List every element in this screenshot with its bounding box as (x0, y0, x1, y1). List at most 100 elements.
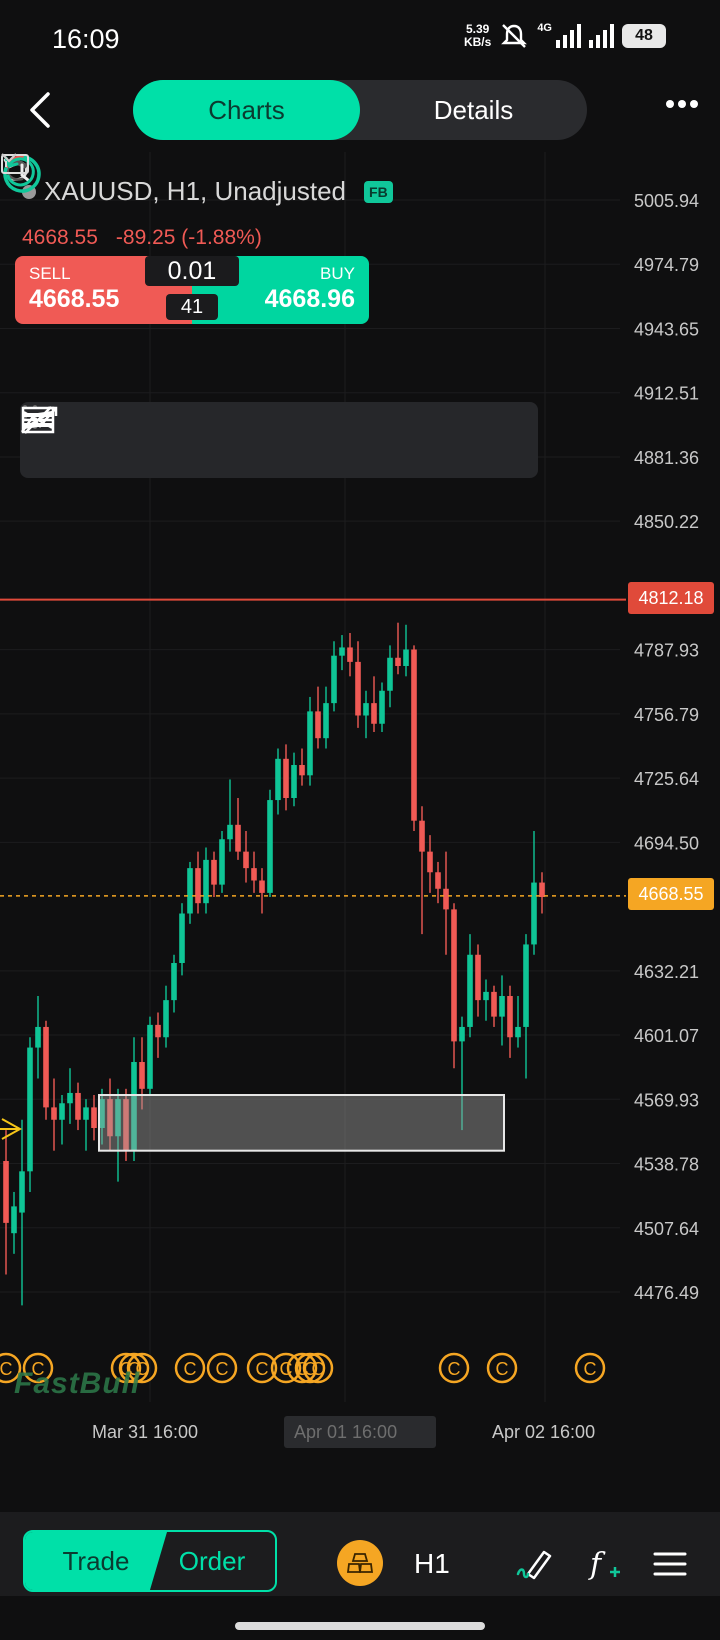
candle-body (523, 944, 529, 1027)
price-axis-label: 4974.79 (634, 255, 699, 275)
event-marker (110, 1352, 142, 1384)
time-label-2: Apr 01 16:00 (294, 1422, 398, 1442)
order-button[interactable]: Order (178, 1545, 246, 1576)
fib-channel-icon[interactable] (22, 407, 438, 460)
drawn-rectangle (98, 1094, 505, 1152)
time-crosshair-pill (284, 1416, 436, 1448)
candle-body (363, 703, 369, 716)
candle-body (339, 647, 345, 656)
price-axis-label: 4476.49 (634, 1283, 699, 1303)
tab-charts[interactable]: Charts (133, 80, 360, 140)
timeframe-selector[interactable]: H1 (414, 1548, 450, 1579)
event-marker (486, 1352, 518, 1384)
candle-body (171, 963, 177, 1001)
rectangle-icon[interactable] (21, 406, 255, 460)
event-marker-label: C (184, 1359, 197, 1379)
sell-price: 4668.55 (29, 285, 120, 313)
event-marker (286, 1352, 318, 1384)
price-axis-label: 4538.78 (634, 1155, 699, 1175)
trade-order-switch: Trade Order (23, 1530, 277, 1592)
event-marker (0, 1352, 22, 1384)
price-change: -89.25 (-1.88%) (115, 226, 262, 249)
event-marker (118, 1352, 150, 1384)
candle-body (67, 1092, 73, 1104)
current-price-tag: 4668.55 (628, 878, 714, 910)
candle-body (403, 649, 409, 667)
event-marker-label: C (312, 1359, 325, 1379)
reset-chart-icon[interactable] (0, 152, 40, 192)
price-axis-label: 4912.51 (634, 384, 699, 404)
candle-body (435, 872, 441, 889)
candle-body (243, 851, 249, 869)
event-marker-label: C (32, 1359, 45, 1379)
candle-body (147, 1024, 153, 1089)
event-marker-label: C (216, 1359, 229, 1379)
status-bar: 16:09 5.39 KB/s 4G 48 (0, 0, 720, 72)
candlestick-chart[interactable]: 5005.94 4974.79 4943.65 4912.51 4881.36 4850.… (0, 152, 720, 1512)
tab-details[interactable]: Details (433, 94, 514, 125)
candle-body (83, 1107, 89, 1120)
candle-body (347, 647, 353, 662)
candle-body (467, 954, 473, 1027)
drawing-toolbar (20, 402, 538, 478)
event-marker (174, 1352, 206, 1384)
candle-body (115, 1099, 121, 1137)
price-axis-label: 4881.36 (634, 448, 699, 468)
candle-body (27, 1047, 33, 1172)
trend-line-icon[interactable] (24, 406, 194, 460)
trade-button[interactable]: Trade (25, 1532, 167, 1590)
price-axis-label: 5005.94 (634, 191, 699, 211)
chevron-down-icon[interactable] (0, 152, 18, 164)
candle-body (323, 703, 329, 739)
event-marker (246, 1352, 278, 1384)
candle-body (539, 882, 545, 898)
buy-price: 4668.96 (264, 285, 355, 313)
event-marker-label: C (128, 1359, 141, 1379)
candle-body (499, 996, 505, 1017)
draw-pen-icon[interactable] (514, 1546, 554, 1582)
indicators-icon[interactable]: f (586, 1546, 626, 1582)
candle-body (91, 1107, 97, 1129)
header: Charts Details (0, 72, 720, 152)
price-axis-label: 4632.21 (634, 962, 699, 982)
gold-bars-icon[interactable] (337, 1540, 383, 1586)
more-icon[interactable] (666, 100, 698, 108)
candle-body (395, 657, 401, 667)
network-type: 4G (537, 22, 552, 34)
candle-body (163, 1000, 169, 1038)
event-marker (574, 1352, 606, 1384)
mute-icon (501, 24, 528, 48)
candle-body (475, 954, 481, 1001)
candle-body (123, 1099, 129, 1151)
parallel-channel-icon[interactable] (22, 407, 377, 460)
signal-icon-2 (589, 24, 614, 48)
symbol-title[interactable]: XAUUSD, H1, Unadjusted (44, 176, 347, 206)
candle-body (275, 758, 281, 801)
event-marker-label: C (584, 1359, 597, 1379)
candle-body (251, 868, 257, 881)
channel-icon[interactable] (22, 407, 316, 460)
price-axis-label: 4943.65 (634, 319, 699, 339)
event-marker (126, 1352, 158, 1384)
path-icon[interactable] (20, 406, 499, 460)
back-icon[interactable] (22, 88, 62, 132)
candle-body (179, 913, 185, 964)
candle-body (283, 758, 289, 799)
candle-body (531, 882, 537, 945)
bottom-toolbar: Trade Order H1 f (0, 1512, 720, 1596)
candle-body (19, 1171, 25, 1213)
event-marker (206, 1352, 238, 1384)
menu-icon[interactable] (650, 1546, 690, 1582)
event-marker (294, 1352, 326, 1384)
candle-body (387, 657, 393, 691)
lot-size-input[interactable]: 0.01 (145, 256, 239, 286)
buy-label: BUY (320, 264, 355, 283)
price-axis-label: 4787.93 (634, 641, 699, 661)
horizontal-line-icon[interactable] (22, 418, 133, 460)
candle-body (203, 859, 209, 904)
status-icons: 5.39 KB/s 4G 48 (464, 22, 666, 50)
sell-label: SELL (29, 264, 71, 283)
chart-area[interactable]: 5005.94 4974.79 4943.65 4912.51 4881.36 4850.… (0, 152, 720, 1512)
alert-price-tag[interactable]: 4812.18 (628, 582, 714, 614)
home-indicator[interactable] (235, 1622, 485, 1630)
